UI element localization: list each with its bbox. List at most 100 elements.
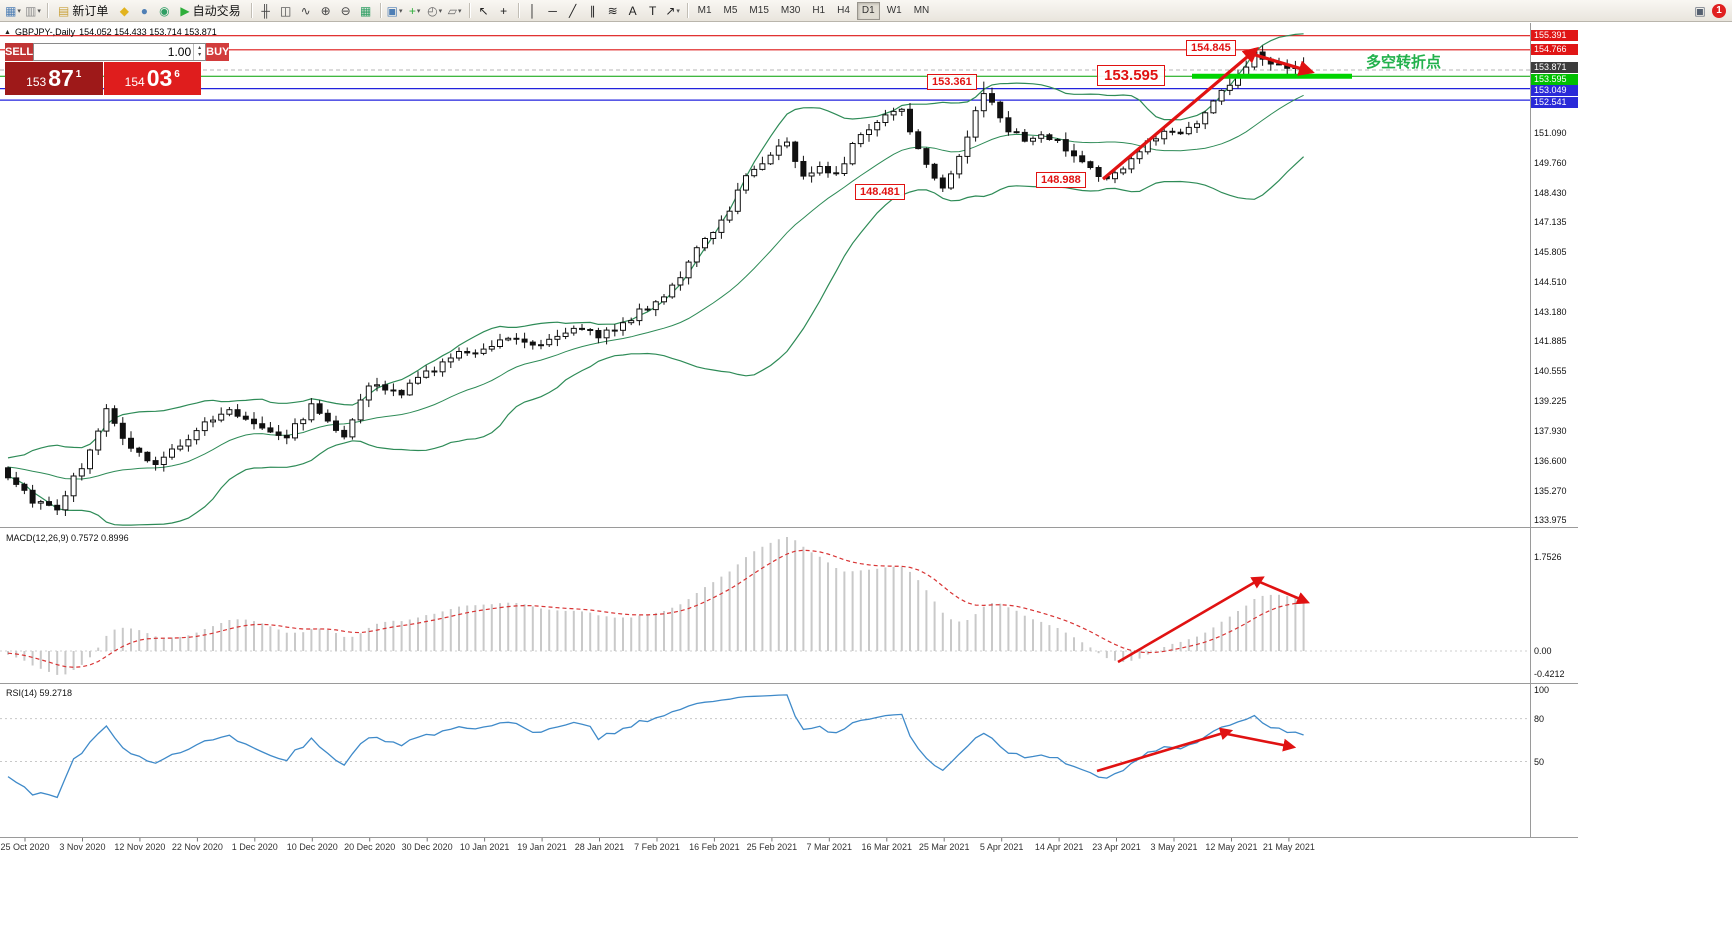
line-chart-icon[interactable]: ∿ [297,2,315,20]
time-axis-label: 12 May 2021 [1205,842,1258,852]
macd-histogram [7,537,1305,675]
buy-price[interactable]: 154 03 6 [103,62,201,95]
notifications-icon[interactable]: ▣ [1691,2,1709,20]
dropdown-caret-icon[interactable]: ▾ [399,7,403,15]
dropdown-caret-icon[interactable]: ▾ [457,7,462,15]
price-line-label: 155.391 [1531,30,1578,42]
price-annotation-label[interactable]: 148.481 [855,183,905,200]
price-line-label: 152.541 [1531,96,1578,108]
trend-arrow[interactable] [1245,50,1315,76]
fibonacci-icon: ≋ [607,3,618,18]
candlestick-chart-icon[interactable]: ◫ [277,2,295,20]
one-click-collapse-icon[interactable]: ▲ [4,28,11,36]
data-window-icon[interactable]: ◉ [155,2,173,20]
buy-button[interactable]: BUY [206,43,230,61]
text-label-icon: T [648,3,657,18]
timeframe-h4[interactable]: H4 [837,4,850,16]
price-annotation-label[interactable]: 148.988 [1036,172,1086,189]
auto-trading-button: ▶ [180,3,190,18]
price-axis-label: 141.885 [1534,336,1567,347]
timeframe-m15[interactable]: M15 [749,4,769,16]
chart-ohlc: 154.052 154.433 153.714 153.871 [79,27,217,37]
timeframe-m5[interactable]: M5 [723,4,738,16]
trend-arrow[interactable] [1096,727,1234,773]
sell-price[interactable]: 153 87 1 [5,62,103,95]
macd-signal-line [7,549,1304,668]
horizontal-line-icon[interactable]: ─ [544,2,562,20]
new-window-icon[interactable]: ▣ ▾ [386,2,404,20]
text-icon: A [628,3,637,18]
new-order-button[interactable]: ▤ 新订单 [53,2,113,20]
price-annotation-label[interactable]: 153.361 [927,73,977,90]
price-line-label: 153.871 [1531,61,1578,73]
equidistant-channel-icon[interactable]: ∥ [584,2,602,20]
arrows-tool-icon[interactable]: ↗ ▾ [664,2,682,20]
cursor-icon: ↖ [478,3,489,18]
market-watch-icon[interactable]: ● [135,2,153,20]
buy-price-point: 6 [174,68,180,80]
auto-trading-button-label: 自动交易 [192,4,241,18]
turning-point-note[interactable]: 多空转折点 [1366,53,1442,71]
templates-icon[interactable]: ▱ ▾ [446,2,464,20]
price-axis-label: 149.760 [1534,158,1567,169]
metaeditor-icon[interactable]: ◆ [115,2,133,20]
time-axis-label: 20 Dec 2020 [344,842,396,852]
timeframe-m30[interactable]: M30 [780,4,801,16]
price-annotation-label[interactable]: 153.595 [1097,64,1166,86]
trend-arrow[interactable] [1221,731,1297,752]
auto-trading-button[interactable]: ▶ 自动交易 [175,2,245,20]
profiles-icon: ▥ [25,3,37,18]
price-axis-label: 144.510 [1534,276,1567,287]
trendline-icon: ╱ [568,3,577,18]
time-axis-label: 25 Feb 2021 [746,842,798,852]
new-window-icon: ▣ [386,3,399,18]
trend-arrow[interactable] [1117,576,1265,664]
time-axis-label: 12 Nov 2020 [114,842,166,852]
profiles-icon[interactable]: ▥ ▾ [24,2,42,20]
fibonacci-icon[interactable]: ≋ [604,2,622,20]
bollinger-lower-band [7,156,1305,526]
price-axis-label: 139.225 [1534,396,1567,407]
zoom-in-icon[interactable]: ⊕ [317,2,335,20]
trendline-icon[interactable]: ╱ [564,2,582,20]
timeframe-mn[interactable]: MN [913,4,930,16]
time-axis-label: 28 Jan 2021 [574,842,625,852]
strategy-tester-icon[interactable]: ▦ [357,2,375,20]
volume-input[interactable] [34,44,194,60]
timeframe-h1[interactable]: H1 [812,4,826,16]
periods-icon[interactable]: ◴ ▾ [426,2,444,20]
indicators-icon[interactable]: + ▾ [406,2,424,20]
time-axis-label: 7 Feb 2021 [634,842,680,852]
rsi-line [7,694,1304,799]
dropdown-caret-icon[interactable]: ▾ [17,7,21,15]
timeframe-w1[interactable]: W1 [886,4,902,16]
crosshair-icon[interactable]: + [495,2,513,20]
trend-arrow[interactable] [1254,578,1310,605]
trend-arrow[interactable] [1101,46,1260,181]
cursor-icon[interactable]: ↖ [475,2,493,20]
notification-badge[interactable]: 1 [1712,3,1726,18]
vertical-line-icon[interactable]: │ [524,2,542,20]
time-axis-label: 1 Dec 2020 [231,842,278,852]
text-label-icon[interactable]: T [644,2,662,20]
dropdown-caret-icon[interactable]: ▾ [676,7,680,15]
dropdown-caret-icon[interactable]: ▾ [37,7,41,15]
time-axis-label: 5 Apr 2021 [979,842,1024,852]
zoom-out-icon[interactable]: ⊖ [337,2,355,20]
bar-chart-icon[interactable]: ╫ [257,2,275,20]
macd-axis-label: 0.00 [1534,646,1552,656]
timeframe-m1[interactable]: M1 [697,4,712,16]
volume-up-icon[interactable]: ▴ [198,45,202,51]
price-annotation-label[interactable]: 154.845 [1186,40,1236,57]
sell-button[interactable]: SELL [5,43,34,61]
timeframe-d1[interactable]: D1 [856,1,880,20]
volume-down-icon[interactable]: ▾ [198,52,202,58]
text-icon[interactable]: A [624,2,642,20]
price-axis-label: 140.555 [1534,366,1567,377]
dropdown-caret-icon[interactable]: ▾ [416,7,421,15]
new-chart-icon[interactable]: ▦ ▾ [4,2,22,20]
dropdown-caret-icon[interactable]: ▾ [438,7,443,15]
sell-price-point: 1 [75,68,82,80]
